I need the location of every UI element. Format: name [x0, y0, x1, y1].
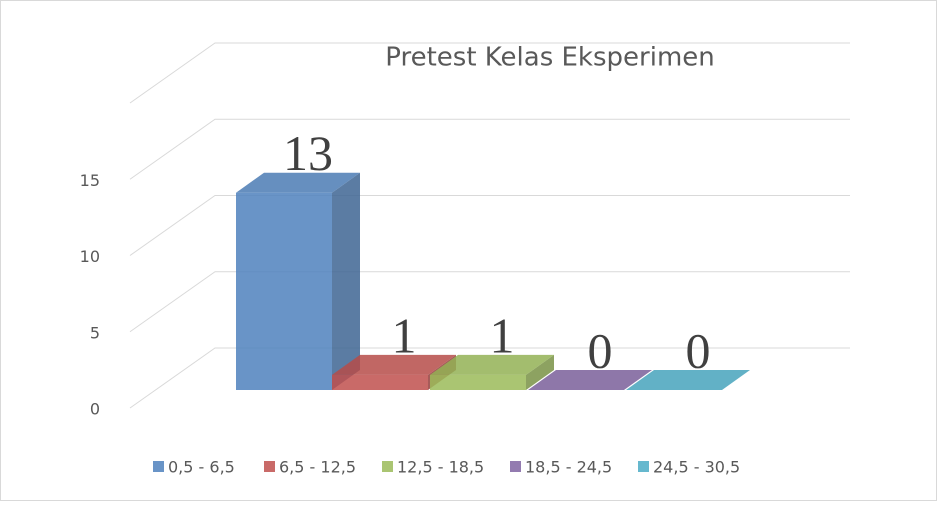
- y-tick-label: 0: [90, 400, 100, 419]
- data-label: 1: [490, 307, 515, 363]
- bar-front: [236, 193, 332, 390]
- chart-title: Pretest Kelas Eksperimen: [385, 43, 715, 73]
- legend-swatch: [264, 461, 275, 472]
- y-tick-label: 5: [90, 323, 100, 342]
- legend-label: 24,5 - 30,5: [653, 458, 740, 477]
- y-tick-label: 15: [80, 171, 100, 190]
- data-label: 0: [588, 322, 613, 378]
- legend-label: 6,5 - 12,5: [279, 458, 356, 477]
- page: Pretest Kelas Eksperimen 051015 131100 0…: [0, 0, 937, 505]
- data-label: 1: [392, 307, 417, 363]
- chart: Pretest Kelas Eksperimen 051015 131100 0…: [0, 0, 937, 501]
- legend-swatch: [638, 461, 649, 472]
- bar-side: [332, 173, 360, 390]
- legend-label: 0,5 - 6,5: [168, 458, 235, 477]
- y-tick-label: 10: [80, 247, 100, 266]
- legend-swatch: [510, 461, 521, 472]
- data-label: 0: [686, 322, 711, 378]
- data-label: 13: [283, 125, 333, 181]
- legend-swatch: [153, 461, 164, 472]
- chart-frame: [1, 1, 937, 501]
- legend-label: 18,5 - 24,5: [525, 458, 612, 477]
- bar: [236, 173, 360, 390]
- legend-swatch: [382, 461, 393, 472]
- bar-front: [430, 375, 526, 390]
- legend-label: 12,5 - 18,5: [397, 458, 484, 477]
- bar-front: [332, 375, 428, 390]
